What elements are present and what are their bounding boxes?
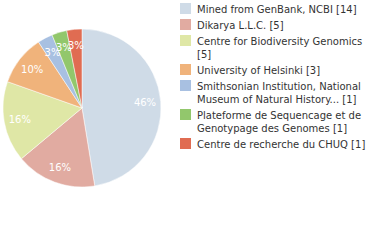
legend-label: University of Helsinki [3] <box>197 65 320 76</box>
legend-label: Plateforme de Sequencage et deGenotypage… <box>197 110 361 134</box>
data-label: 16% <box>9 114 31 125</box>
data-label: 10% <box>21 64 43 75</box>
pie <box>3 29 161 187</box>
legend-label: Dikarya L.L.C. [5] <box>197 20 284 31</box>
legend-label: Mined from GenBank, NCBI [14] <box>197 4 357 15</box>
legend: Mined from GenBank, NCBI [14] Dikarya L.L… <box>180 3 365 150</box>
legend-swatch <box>180 80 191 91</box>
legend-swatch <box>180 64 191 75</box>
legend-label: Centre de recherche du CHUQ [1] <box>197 139 365 150</box>
data-label: 16% <box>49 162 71 173</box>
legend-label: Smithsonian Institution, NationalMuseum … <box>197 81 361 105</box>
data-labels: 46%16%16%10%3%3%3% <box>9 40 156 173</box>
legend-swatch <box>180 35 191 46</box>
legend-swatch <box>180 109 191 120</box>
legend-swatch <box>180 19 191 30</box>
data-label: 3% <box>68 40 84 51</box>
legend-swatch <box>180 3 191 14</box>
legend-label: Centre for Biodiversity Genomics[5] <box>197 36 362 60</box>
chart: 46%16%16%10%3%3%3%Mined from GenBank, NC… <box>0 0 380 240</box>
pie-slice <box>82 29 161 186</box>
data-label: 46% <box>134 97 156 108</box>
legend-swatch <box>180 138 191 149</box>
